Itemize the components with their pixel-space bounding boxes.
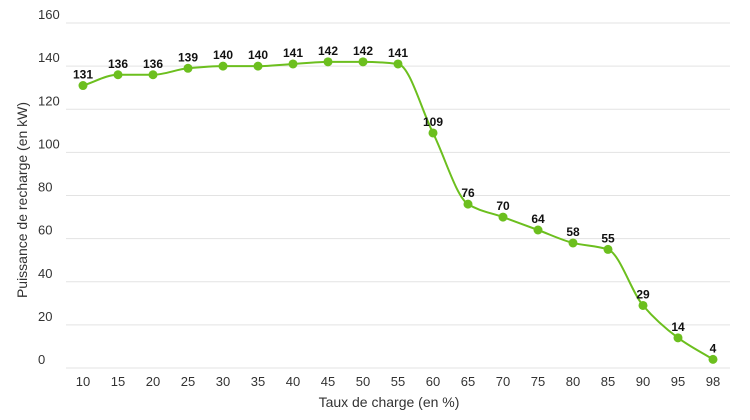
y-tick-label: 20 <box>38 309 52 324</box>
y-tick-label: 100 <box>38 136 60 151</box>
x-tick-label: 95 <box>671 374 685 389</box>
data-point <box>638 300 648 310</box>
data-label: 142 <box>318 44 338 58</box>
data-label: 55 <box>601 231 615 245</box>
data-labels: 131 136 136 139 140 140 141 142 142 141 109 76 70 64 5… <box>73 44 717 356</box>
x-tick-label: 85 <box>601 374 615 389</box>
data-label: 141 <box>283 46 303 60</box>
x-tick-label: 10 <box>76 374 90 389</box>
data-point <box>673 333 683 343</box>
data-label: 142 <box>353 44 373 58</box>
y-tick-label: 80 <box>38 180 52 195</box>
data-label: 14 <box>671 320 685 334</box>
data-label: 64 <box>531 212 545 226</box>
data-label: 70 <box>496 199 510 213</box>
x-tick-label: 50 <box>356 374 370 389</box>
y-tick-label: 160 <box>38 7 60 22</box>
data-label: 4 <box>710 341 717 355</box>
x-tick-label: 60 <box>426 374 440 389</box>
y-axis-ticks: 0 20 40 60 80 100 120 140 160 <box>38 7 60 367</box>
x-tick-label: 55 <box>391 374 405 389</box>
grid-lines <box>66 22 730 369</box>
data-label: 76 <box>461 186 475 200</box>
x-tick-label: 25 <box>181 374 195 389</box>
data-point <box>358 57 368 67</box>
data-point <box>498 212 508 222</box>
x-tick-label: 80 <box>566 374 580 389</box>
x-axis-title: Taux de charge (en %) <box>319 394 460 410</box>
data-label: 136 <box>108 57 128 71</box>
data-point <box>533 225 543 235</box>
data-label: 131 <box>73 68 93 82</box>
data-point <box>568 238 578 248</box>
data-label: 109 <box>423 115 443 129</box>
data-point <box>78 81 88 91</box>
data-point <box>253 61 263 71</box>
data-label: 140 <box>248 48 268 62</box>
x-tick-label: 20 <box>146 374 160 389</box>
y-tick-label: 60 <box>38 223 52 238</box>
data-points <box>78 57 718 364</box>
y-tick-label: 140 <box>38 50 60 65</box>
data-point <box>393 59 403 69</box>
data-point <box>288 59 298 69</box>
data-label: 141 <box>388 46 408 60</box>
series-line <box>82 60 714 361</box>
data-point <box>218 61 228 71</box>
x-tick-label: 90 <box>636 374 650 389</box>
x-tick-label: 45 <box>321 374 335 389</box>
data-label: 58 <box>566 225 580 239</box>
data-point <box>323 57 333 67</box>
x-tick-label: 70 <box>496 374 510 389</box>
data-point <box>463 199 473 209</box>
data-point <box>708 354 718 364</box>
y-tick-label: 0 <box>38 352 45 367</box>
data-label: 29 <box>636 287 650 301</box>
data-point <box>113 70 123 80</box>
y-axis-title: Puissance de recharge (en kW) <box>14 102 30 298</box>
x-tick-label: 75 <box>531 374 545 389</box>
x-tick-label: 98 <box>706 374 720 389</box>
y-tick-label: 40 <box>38 266 52 281</box>
data-label: 139 <box>178 50 198 64</box>
data-label: 136 <box>143 57 163 71</box>
data-label: 140 <box>213 48 233 62</box>
x-tick-label: 40 <box>286 374 300 389</box>
data-point <box>148 70 158 80</box>
x-axis-ticks: 10 15 20 25 30 35 40 45 50 55 60 65 70 75 80 85 90 95 98 <box>76 374 720 389</box>
x-tick-label: 30 <box>216 374 230 389</box>
x-tick-label: 65 <box>461 374 475 389</box>
data-point <box>603 244 613 254</box>
y-tick-label: 120 <box>38 93 60 108</box>
data-point <box>183 63 193 73</box>
x-tick-label: 15 <box>111 374 125 389</box>
x-tick-label: 35 <box>251 374 265 389</box>
data-point <box>428 128 438 138</box>
